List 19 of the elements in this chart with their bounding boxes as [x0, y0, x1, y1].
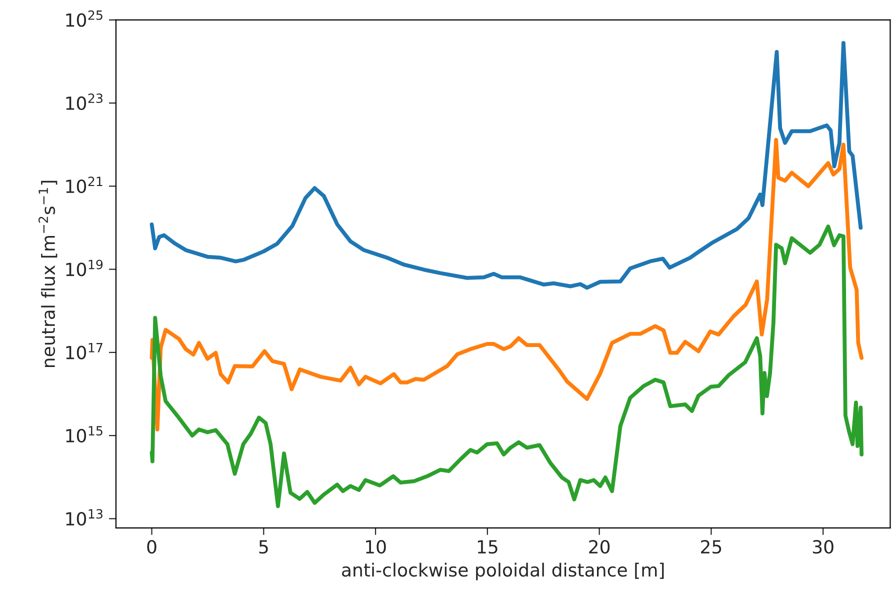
line-series: [150, 40, 863, 290]
y-axis-title: neutral flux [m$^{−2}$s$^{−1}$]: [38, 180, 58, 367]
y-tick-label: 10$^{25}$: [66, 10, 102, 27]
x-tick-label: 30: [812, 540, 834, 554]
x-axis-title: anti-clockwise poloidal distance [m]: [342, 562, 664, 580]
line-series: [150, 138, 864, 432]
y-tick-label: 10$^{15}$: [66, 426, 102, 443]
line-series: [150, 224, 864, 508]
x-tick-label: 5: [259, 540, 268, 554]
x-tick-label: 10: [366, 540, 386, 554]
y-tick-label: 10$^{13}$: [66, 509, 102, 526]
y-tick-label: 10$^{23}$: [66, 93, 102, 110]
x-tick-label: 15: [478, 540, 498, 554]
x-tick-label: 0: [147, 540, 156, 554]
y-tick-label: 10$^{19}$: [66, 260, 103, 276]
x-tick-label: 25: [701, 540, 722, 554]
y-tick-label: 10$^{21}$: [66, 176, 102, 194]
y-tick-label: 10$^{17}$: [66, 343, 102, 360]
x-tick-label: 20: [589, 540, 610, 554]
